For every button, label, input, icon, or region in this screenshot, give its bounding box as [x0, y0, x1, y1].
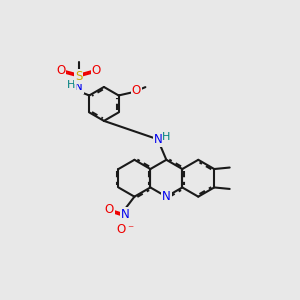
Text: O: O	[92, 64, 101, 77]
Text: N: N	[74, 80, 83, 93]
Text: O: O	[105, 203, 114, 216]
Text: O: O	[117, 223, 126, 236]
Text: O: O	[132, 85, 141, 98]
Text: S: S	[75, 70, 82, 83]
Text: N: N	[162, 190, 171, 203]
Text: ⁻: ⁻	[127, 223, 133, 236]
Text: H: H	[162, 132, 170, 142]
Text: N: N	[121, 208, 129, 221]
Text: N: N	[154, 133, 163, 146]
Text: O: O	[56, 64, 65, 77]
Text: H: H	[67, 80, 76, 90]
